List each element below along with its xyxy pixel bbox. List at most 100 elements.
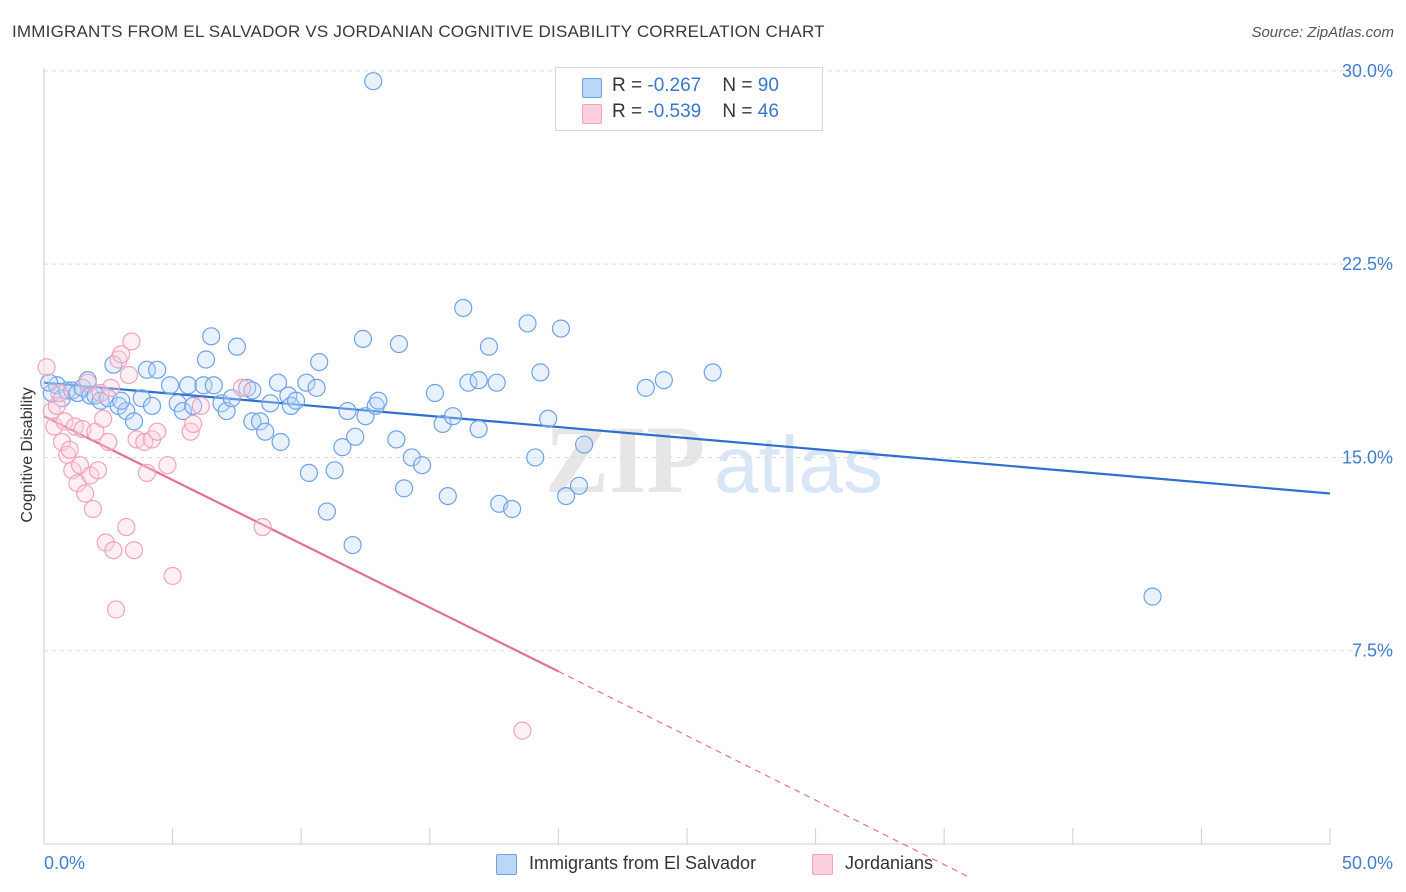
point-jordanians [232, 378, 252, 397]
y-tick-label: 30.0% [1342, 61, 1393, 81]
point-el-salvador [261, 394, 280, 413]
point-jordanians [60, 440, 79, 459]
grid-lines [44, 70, 1392, 652]
trend-line-el-salvador [43, 381, 1331, 495]
legend-label-jordanians: Jordanians [845, 853, 934, 873]
point-jordanians [55, 412, 74, 431]
legend-swatch-blue [582, 78, 602, 98]
point-jordanians [101, 378, 120, 397]
legend-r-value: -0.539 [647, 101, 702, 122]
point-el-salvador [1143, 587, 1162, 606]
point-el-salvador [575, 435, 594, 454]
point-jordanians [88, 461, 108, 480]
point-el-salvador [503, 499, 522, 519]
point-jordanians [253, 517, 272, 537]
point-el-salvador [250, 412, 270, 431]
point-jordanians [45, 417, 64, 436]
point-el-salvador [366, 396, 385, 416]
point-el-salvador [297, 373, 316, 392]
point-el-salvador [343, 535, 362, 555]
point-el-salvador [394, 479, 414, 498]
point-jordanians [148, 422, 167, 441]
point-el-salvador [243, 412, 262, 431]
point-el-salvador [317, 502, 337, 521]
point-el-salvador [479, 337, 499, 356]
point-el-salvador [346, 427, 365, 446]
point-jordanians [117, 517, 136, 537]
point-el-salvador [268, 373, 288, 392]
point-jordanians [96, 533, 115, 552]
legend-r-label: R = [612, 101, 648, 122]
watermark-zip: ZIP [545, 406, 705, 513]
point-el-salvador [137, 360, 156, 379]
point-el-salvador [178, 376, 198, 395]
point-el-salvador [333, 438, 352, 457]
point-el-salvador [338, 401, 357, 421]
point-el-salvador [443, 407, 463, 426]
point-el-salvador [569, 476, 589, 495]
tick-labels: 7.5% 15.0% 22.5% 30.0% 0.0% 50.0% [44, 61, 1393, 873]
point-jordanians [78, 373, 97, 392]
point-jordanians [94, 409, 113, 428]
point-el-salvador [227, 337, 246, 356]
watermark: ZIP atlas [545, 406, 883, 513]
point-el-salvador [551, 319, 571, 338]
point-el-salvador [204, 376, 223, 395]
point-el-salvador [654, 371, 673, 390]
point-jordanians [42, 401, 61, 421]
point-el-salvador [526, 448, 545, 467]
point-el-salvador [557, 486, 576, 506]
point-jordanians [191, 396, 210, 416]
point-el-salvador [412, 456, 432, 475]
point-el-salvador [703, 363, 722, 382]
point-jordanians [513, 721, 532, 740]
point-el-salvador [286, 391, 306, 410]
legend-n-value: 46 [757, 101, 779, 122]
point-el-salvador [387, 430, 406, 449]
point-el-salvador [469, 419, 488, 439]
point-el-salvador [202, 327, 221, 346]
point-el-salvador [124, 412, 144, 431]
legend-swatch-pink [812, 854, 833, 875]
point-el-salvador [243, 381, 262, 400]
point-el-salvador [299, 463, 319, 483]
legend-label-el-salvador: Immigrants from El Salvador [529, 853, 757, 873]
point-jordanians [50, 383, 69, 403]
point-jordanians [91, 383, 110, 403]
point-el-salvador [325, 461, 344, 480]
legend-n-value: 90 [757, 75, 779, 96]
point-el-salvador [353, 329, 373, 348]
point-el-salvador [310, 352, 329, 372]
point-jordanians [109, 350, 128, 369]
point-jordanians [106, 600, 126, 619]
x-tick-label: 50.0% [1342, 853, 1393, 873]
point-jordanians [122, 332, 141, 351]
legend-swatch-blue [496, 854, 517, 875]
legend-n-label: N = [722, 75, 758, 96]
point-jordanians [76, 484, 95, 503]
trend-lines [43, 381, 1331, 879]
point-el-salvador [238, 378, 257, 397]
y-tick-label: 22.5% [1342, 254, 1393, 274]
point-el-salvador [194, 376, 213, 395]
y-tick-label: 15.0% [1342, 447, 1393, 467]
correlation-legend: R = -0.267 N = 90 R = -0.539 N = 46 [555, 67, 823, 131]
point-el-salvador [469, 371, 488, 390]
point-el-salvador [636, 378, 655, 397]
point-el-salvador [196, 350, 216, 369]
trend-line-jordanians [43, 415, 559, 673]
point-jordanians [137, 463, 156, 483]
chart-title: IMMIGRANTS FROM EL SALVADOR VS JORDANIAN… [12, 22, 825, 41]
point-el-salvador [539, 409, 558, 428]
legend-r-value: -0.267 [647, 75, 702, 96]
point-jordanians [104, 541, 123, 560]
legend-n-label: N = [722, 101, 758, 122]
y-tick-label: 7.5% [1352, 641, 1393, 661]
legend-r-label: R = [612, 75, 648, 96]
point-el-salvador [531, 363, 550, 382]
series-legend: Immigrants from El Salvador Jordanians [0, 852, 1406, 878]
legend-swatch-pink [582, 104, 602, 124]
point-jordanians [83, 499, 102, 519]
point-el-salvador [389, 334, 409, 354]
